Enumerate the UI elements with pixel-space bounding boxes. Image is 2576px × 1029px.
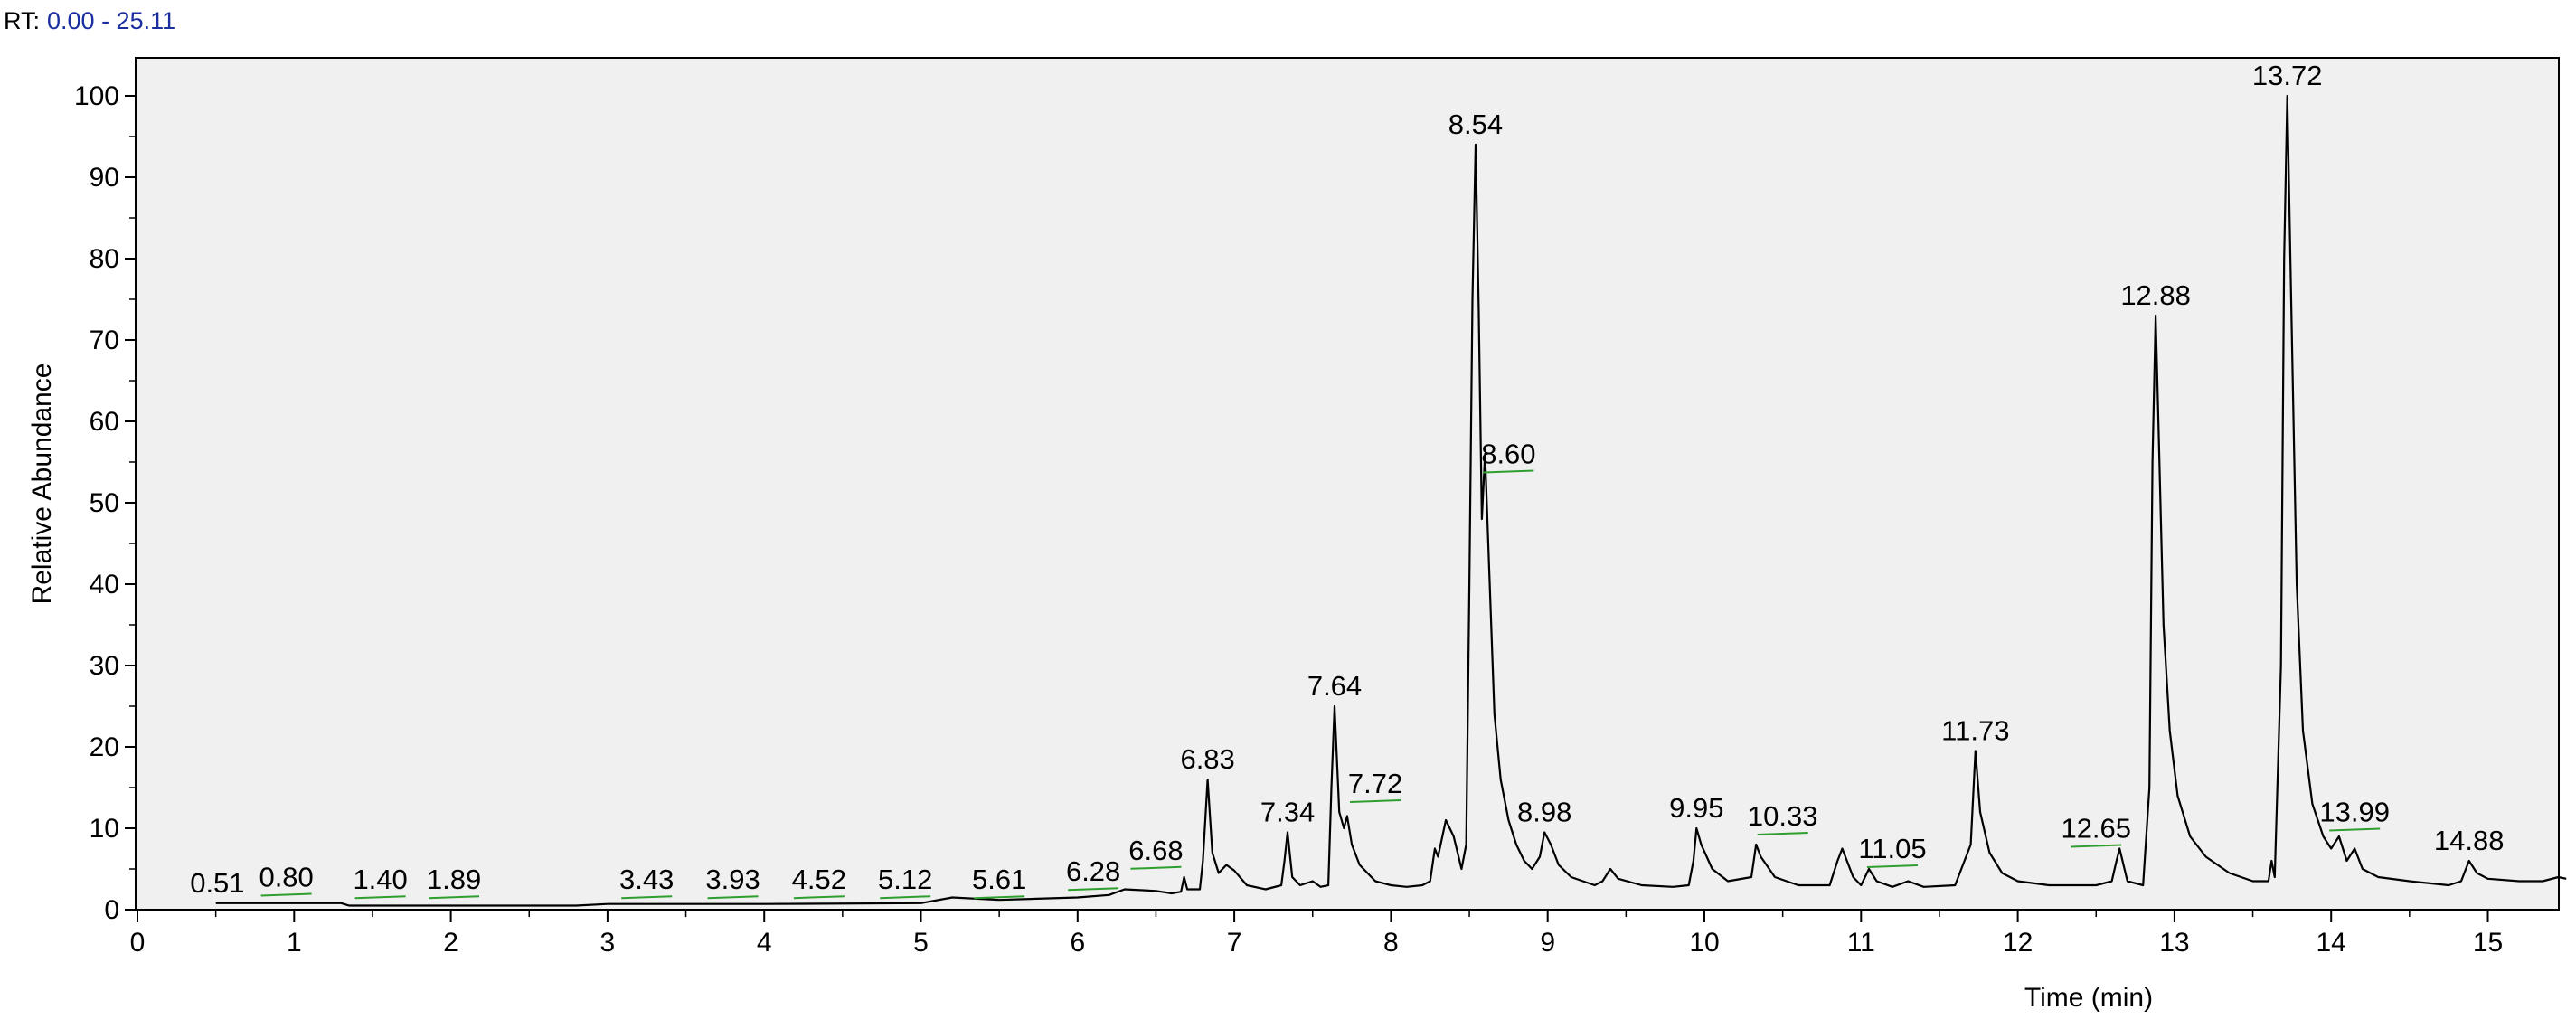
y-axis-title: Relative Abundance — [27, 363, 57, 605]
y-tick-label: 20 — [90, 732, 119, 762]
peak-label: 0.80 — [259, 862, 313, 893]
peak-baseline-marker — [1130, 865, 1182, 870]
peak-baseline-marker — [1350, 799, 1401, 803]
y-tick-label: 10 — [90, 814, 119, 844]
peak-label: 12.65 — [2061, 813, 2131, 845]
x-tick-label: 10 — [1689, 928, 1719, 958]
x-tick-label: 2 — [443, 928, 458, 958]
y-tick-label: 30 — [90, 651, 119, 681]
x-tick-label: 8 — [1383, 928, 1399, 958]
peak-label: 6.68 — [1128, 835, 1183, 866]
peak-label: 7.34 — [1260, 797, 1315, 828]
x-axis-title: Time (min) — [2024, 983, 2153, 1013]
y-tick-label: 100 — [74, 81, 119, 111]
peak-label: 4.52 — [792, 864, 846, 895]
peak-baseline-marker — [1068, 887, 1119, 892]
x-tick-label: 12 — [2003, 928, 2033, 958]
peak-baseline-marker — [707, 895, 759, 900]
peak-baseline-marker — [621, 895, 673, 900]
x-tick-label: 4 — [757, 928, 772, 958]
x-tick-label: 7 — [1227, 928, 1242, 958]
rt-label: RT: — [4, 7, 41, 34]
y-tick-label: 90 — [90, 163, 119, 193]
peak-baseline-marker — [429, 895, 480, 900]
x-tick-label: 1 — [287, 928, 302, 958]
peak-baseline-marker — [1866, 864, 1918, 868]
y-tick-label: 70 — [90, 326, 119, 355]
peak-baseline-marker — [260, 892, 312, 897]
y-tick-label: 40 — [90, 570, 119, 599]
peak-baseline-marker — [974, 895, 1025, 900]
peak-label: 10.33 — [1748, 800, 1818, 832]
peak-label: 7.64 — [1307, 670, 1362, 702]
peak-baseline-marker — [1483, 469, 1534, 474]
rt-range-value: 0.00 - 25.11 — [47, 7, 176, 34]
x-tick-label: 5 — [913, 928, 929, 958]
y-tick-label: 50 — [90, 488, 119, 518]
peak-baseline-marker — [1757, 832, 1808, 835]
x-axis: 0 1 2 3 4 5 6 7 8 9 10 11 12 13 14 15 — [130, 910, 2503, 958]
x-tick-label: 15 — [2473, 928, 2503, 958]
peak-label: 13.99 — [2319, 797, 2390, 828]
y-tick-label: 80 — [90, 244, 119, 274]
chromatogram-trace — [215, 94, 2567, 907]
rt-range-readout: RT: 0.00 - 25.11 — [4, 7, 175, 35]
x-tick-label: 6 — [1070, 928, 1085, 958]
peak-baseline-marker — [793, 895, 845, 900]
peak-label: 9.95 — [1669, 792, 1723, 824]
peak-label: 7.72 — [1348, 768, 1402, 799]
peak-label: 1.89 — [427, 864, 481, 895]
peak-label: 11.73 — [1941, 715, 2009, 747]
peak-label: 3.43 — [619, 864, 674, 895]
peak-label: 6.83 — [1180, 743, 1234, 775]
peak-label: 8.60 — [1481, 439, 1535, 470]
peak-label: 5.61 — [972, 864, 1026, 895]
peak-label: 14.88 — [2434, 825, 2505, 856]
peak-label: 3.93 — [705, 864, 760, 895]
peak-labels: 0.51 0.80 1.40 1.89 3.43 3.93 4.52 5.12 5.61 6.28… — [190, 60, 2505, 900]
peak-baseline-marker — [880, 895, 931, 900]
peak-baseline-marker — [2071, 844, 2122, 848]
x-tick-label: 14 — [2317, 928, 2346, 958]
peak-label: 0.51 — [190, 867, 244, 899]
x-tick-label: 11 — [1847, 928, 1875, 958]
y-axis: 0 10 20 30 40 50 60 70 80 90 100 — [74, 81, 136, 925]
x-tick-label: 13 — [2159, 928, 2189, 958]
x-tick-label: 3 — [600, 928, 616, 958]
peak-baseline-marker — [2329, 827, 2381, 832]
peak-label: 5.12 — [878, 864, 932, 895]
peak-label: 8.98 — [1517, 797, 1571, 828]
y-tick-label: 0 — [104, 895, 119, 925]
peak-baseline-marker — [354, 895, 406, 900]
peak-label: 8.54 — [1448, 109, 1503, 140]
peak-label: 1.40 — [353, 864, 407, 895]
plot-area — [135, 57, 2560, 911]
x-tick-label: 0 — [130, 928, 146, 958]
x-tick-label: 9 — [1540, 928, 1555, 958]
peak-label: 13.72 — [2252, 60, 2323, 91]
peak-label: 6.28 — [1066, 855, 1120, 887]
peak-label: 12.88 — [2120, 279, 2191, 311]
y-tick-label: 60 — [90, 407, 119, 437]
peak-label: 11.05 — [1858, 833, 1926, 864]
